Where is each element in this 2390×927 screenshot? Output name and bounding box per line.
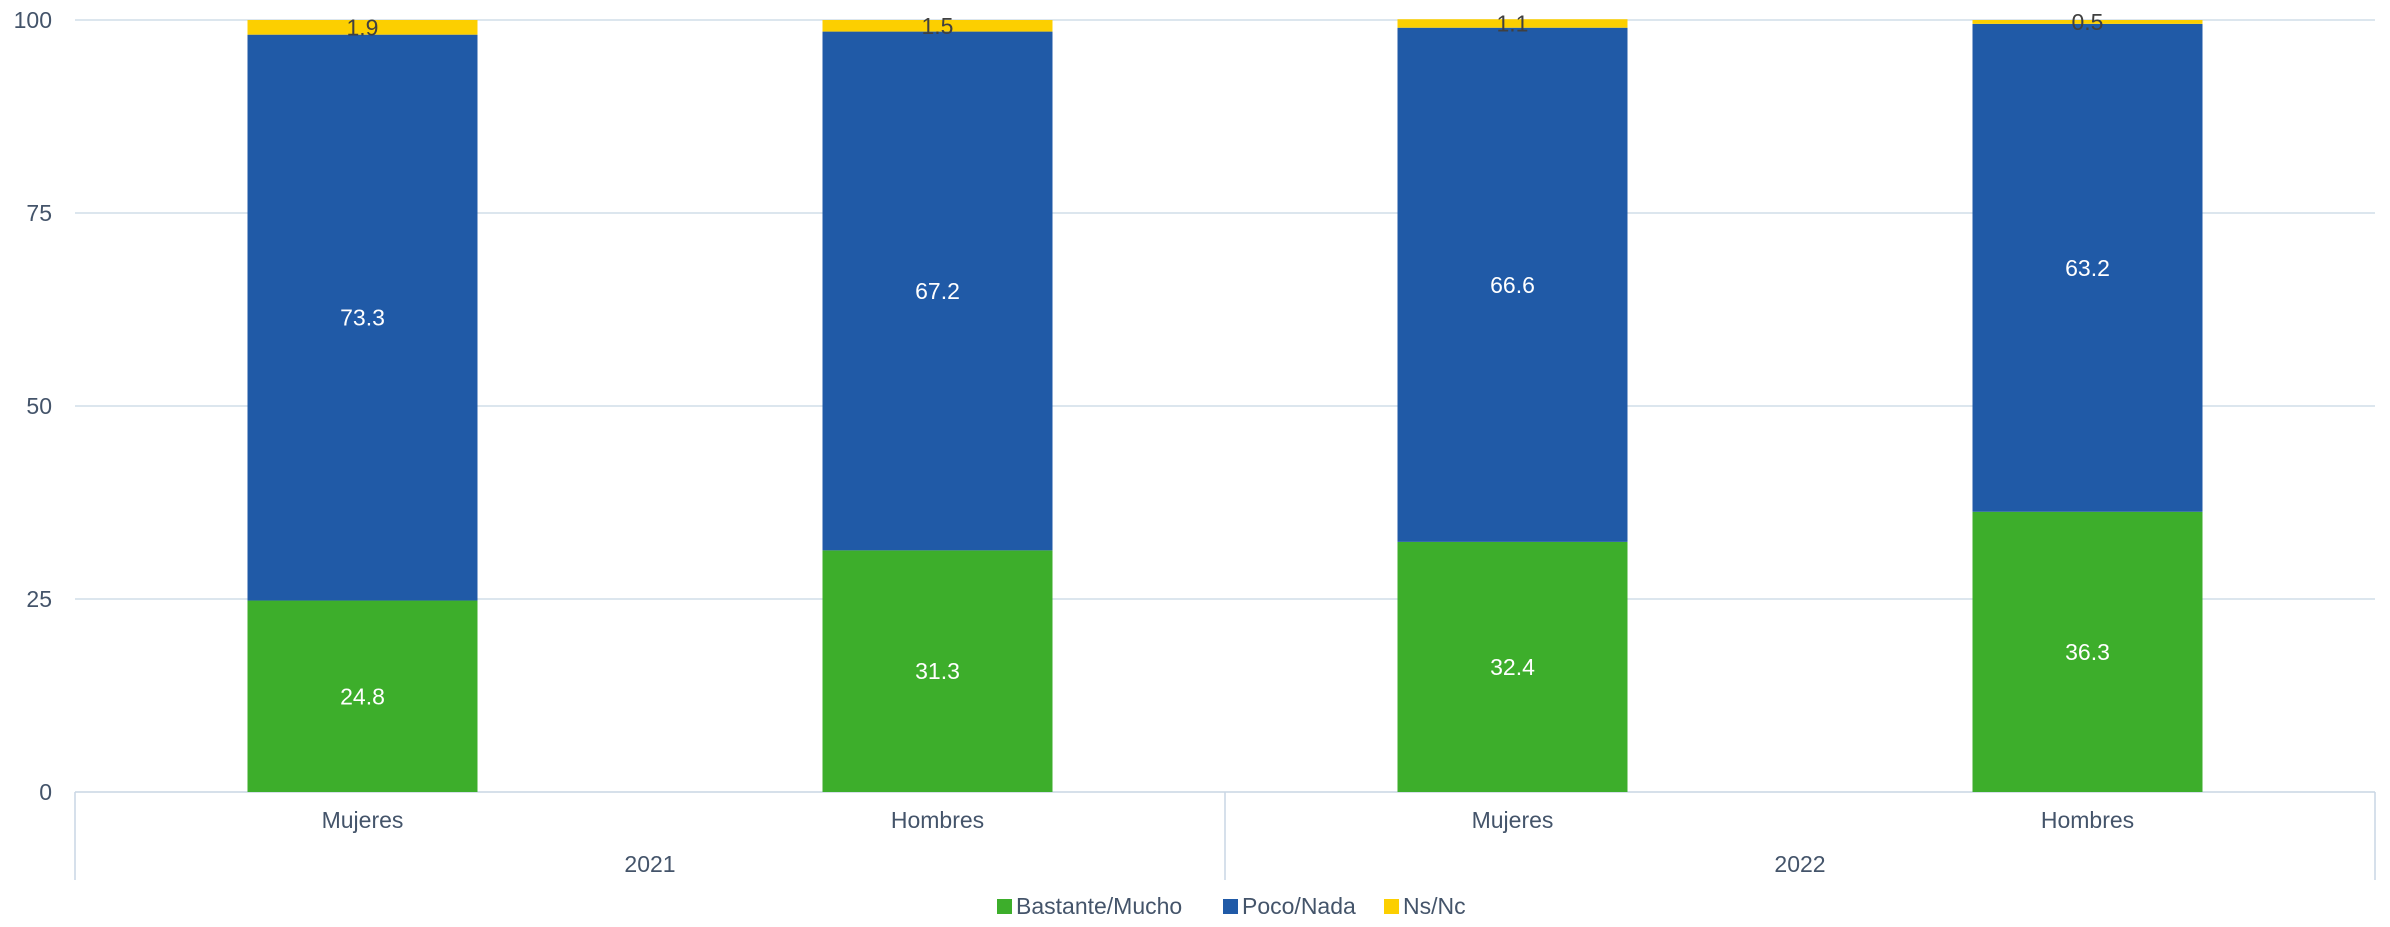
- bar-segment: [247, 20, 478, 35]
- bar-segment: [1397, 27, 1628, 542]
- bar-segment: [822, 31, 1053, 551]
- data-label: 31.3: [915, 658, 960, 684]
- y-tick-label: 0: [39, 779, 52, 805]
- legend-label: Poco/Nada: [1242, 893, 1356, 919]
- data-label: 73.3: [340, 305, 385, 331]
- legend-label: Bastante/Mucho: [1016, 893, 1182, 919]
- data-label: 24.8: [340, 683, 385, 709]
- x-axis: 2021 2022 Mujeres Hombres Mujeres Hombres: [74, 792, 2376, 880]
- legend-swatch: [1384, 899, 1399, 914]
- data-label: 0.5: [2072, 9, 2104, 35]
- legend-label: Ns/Nc: [1403, 893, 1466, 919]
- data-label: 63.2: [2065, 255, 2110, 281]
- data-label: 1.5: [922, 13, 954, 39]
- y-tick-label: 75: [26, 200, 52, 226]
- bar-segment: [1972, 23, 2203, 512]
- bar-segment: [1972, 511, 2203, 792]
- bar-segment: [1972, 20, 2203, 24]
- bar-segment: [822, 550, 1053, 792]
- data-label: 66.6: [1490, 272, 1535, 298]
- y-tick-label: 25: [26, 586, 52, 612]
- y-tick-label: 100: [14, 7, 52, 33]
- data-label: 1.1: [1497, 10, 1529, 36]
- category-label: Mujeres: [1472, 807, 1554, 833]
- data-label: 1.9: [347, 14, 379, 40]
- bar-segment: [1397, 19, 1628, 28]
- legend-swatch: [1223, 899, 1238, 914]
- bar-segment: [247, 34, 478, 601]
- group-label: 2022: [1774, 851, 1825, 877]
- bar-segment: [822, 20, 1053, 32]
- data-label: 32.4: [1490, 654, 1535, 680]
- data-label: 36.3: [2065, 639, 2110, 665]
- legend-swatch: [997, 899, 1012, 914]
- data-label: 67.2: [915, 278, 960, 304]
- bars: [247, 19, 2203, 792]
- bar-segment: [1397, 541, 1628, 792]
- bar-segment: [247, 600, 478, 792]
- y-axis: 0 25 50 75 100: [14, 7, 52, 805]
- category-label: Hombres: [2041, 807, 2134, 833]
- category-label: Mujeres: [322, 807, 404, 833]
- y-tick-label: 50: [26, 393, 52, 419]
- legend: Bastante/Mucho Poco/Nada Ns/Nc: [997, 893, 1466, 919]
- category-label: Hombres: [891, 807, 984, 833]
- data-labels: 24.8 73.3 1.9 31.3 67.2 1.5 32.4 66.6 1.1 36.3 63.…: [340, 9, 2110, 709]
- group-label: 2021: [624, 851, 675, 877]
